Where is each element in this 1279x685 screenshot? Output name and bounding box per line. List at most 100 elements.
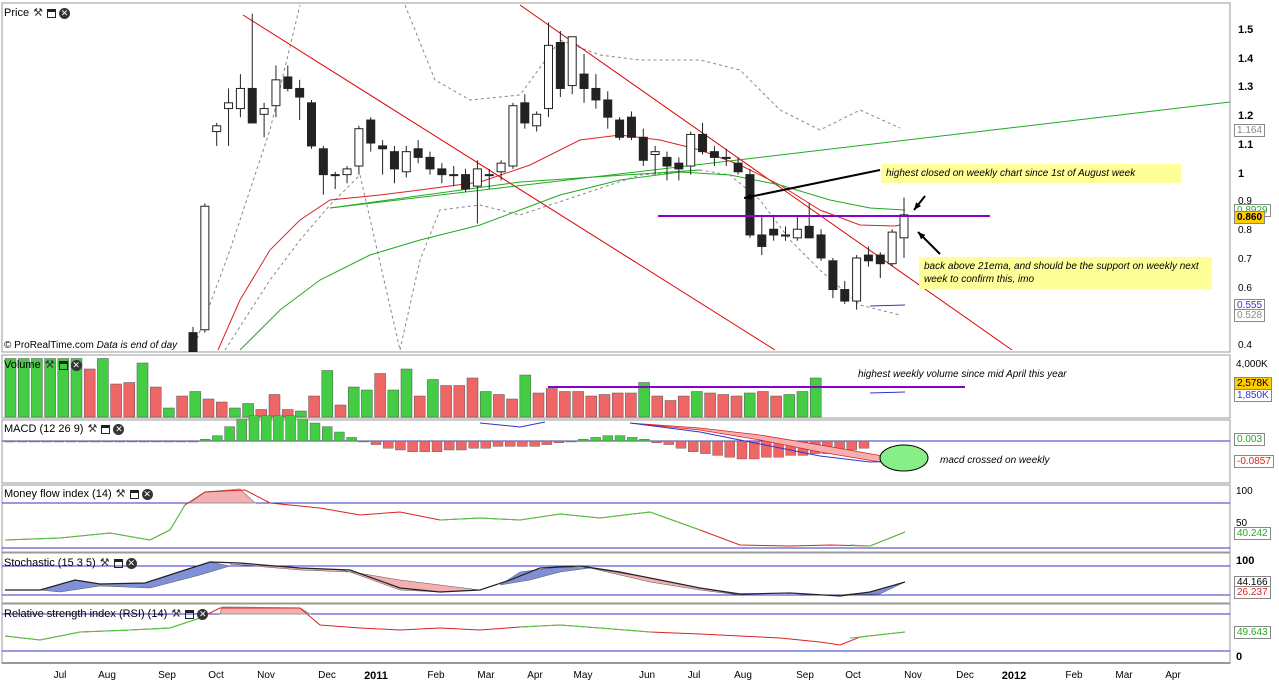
candle-body [271,79,281,107]
macd-bar [627,437,638,442]
price-tick: 1.4 [1238,52,1254,65]
candle-body [863,254,873,262]
volume-bar [427,379,439,418]
value-box-macd-a: 0.003 [1234,433,1266,446]
rsi-line [519,624,651,633]
ema-green [239,171,906,351]
macd-panel-title: MACD (12 26 9) [4,423,84,435]
volume-bar [44,358,56,418]
wrench-icon[interactable]: ⚒ [33,6,43,19]
wrench-icon[interactable]: ⚒ [87,422,98,435]
volume-bar [400,368,413,418]
macd-bar [65,440,77,443]
candle-body [401,151,411,173]
price-plot [188,4,1230,352]
macd-bar [566,440,577,443]
month-tick: Nov [257,670,275,681]
window-icon[interactable] [47,8,57,18]
panel-frame [1,354,1231,419]
month-tick: Oct [845,670,861,681]
macd-bar [505,440,516,447]
candle-body [757,234,767,247]
candle-body [342,168,352,176]
price-panel-title: Price [4,7,30,19]
price-tick: 1.5 [1238,24,1254,36]
close-icon[interactable]: ✕ [125,557,137,569]
candle-body [555,41,565,89]
close-icon[interactable]: ✕ [197,608,209,620]
value-box-mfi: 40.242 [1234,527,1271,540]
macd-bar [858,440,870,449]
window-icon[interactable] [101,424,111,434]
window-icon[interactable] [185,609,195,619]
candle-body [508,105,518,167]
candle-body [804,225,814,239]
macd-panel-header: MACD (12 26 9) ⚒ ✕ [4,421,125,437]
volume-bar [651,395,664,418]
macd-bar [138,440,150,443]
wrench-icon[interactable]: ⚒ [99,556,110,569]
wrench-icon[interactable]: ⚒ [44,358,55,371]
mfi-line [439,511,701,531]
candle-body [461,174,471,190]
candle-body [579,73,589,89]
macd-bar [602,435,613,442]
candle-body [899,214,909,239]
trend-line [329,101,1230,209]
close-icon[interactable]: ✕ [70,359,82,371]
month-tick: Oct [208,670,224,681]
price-panel-header: Price ⚒ ✕ [4,5,71,21]
window-icon[interactable] [113,558,123,568]
candle-body [792,228,802,239]
macd-bar [53,440,64,443]
volume-bar [691,391,703,418]
volume-bar [572,391,584,418]
candle-body [366,119,376,144]
mfi-panel-header: Money flow index (14) ⚒ ✕ [4,486,153,502]
volume-bar [559,391,571,418]
macd-bar [712,440,723,456]
volume-bar [506,398,518,418]
volume-bar [70,358,83,418]
rsi-tick-0: 0 [1236,651,1243,663]
close-icon[interactable]: ✕ [113,423,125,435]
channel-line [242,14,776,351]
candle-body [484,174,494,177]
rsi-panel-title: Relative strength index (RSI) (14) [4,608,168,620]
macd-bar [163,440,174,443]
close-icon[interactable]: ✕ [141,488,153,500]
candle-body [840,289,850,302]
volume-bar [83,368,96,418]
window-icon[interactable] [58,360,68,370]
candle-body [769,228,779,236]
volume-bar [123,382,136,418]
candle-body [615,119,625,138]
month-tick: Apr [1165,670,1181,681]
macd-line [479,421,546,428]
price-tick: 1 [1238,167,1245,180]
macd-bar [419,440,430,453]
macd-bar [4,440,16,443]
candle-body [532,113,542,127]
volume-bar [413,395,426,418]
month-tick: Dec [318,670,336,681]
macd-bar [700,440,711,454]
window-icon[interactable] [129,489,139,499]
candle-body [259,108,269,115]
volume-bar [638,382,650,418]
month-tick: Feb [427,670,445,681]
macd-bar [334,431,345,442]
close-icon[interactable]: ✕ [59,7,71,19]
wrench-icon[interactable]: ⚒ [115,487,126,500]
macd-bar [663,440,674,445]
macd-bar [407,440,418,453]
wrench-icon[interactable]: ⚒ [171,607,182,620]
candle-body [378,145,388,150]
candle-body [816,234,826,259]
macd-bar [322,426,333,442]
macd-bar [651,440,662,443]
candle-body [449,174,459,177]
volume-bar [149,386,162,418]
macd-cross-circle [879,444,929,472]
volume-bar [189,391,202,418]
